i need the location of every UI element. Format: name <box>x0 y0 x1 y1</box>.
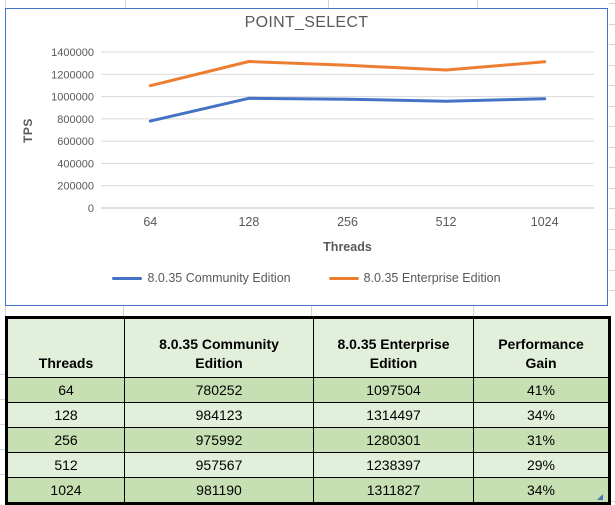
y-tick-label: 1400000 <box>51 47 94 59</box>
excel-gridline <box>609 3 615 4</box>
table-cell[interactable]: 1097504 <box>313 377 474 403</box>
table-header-row: Threads 8.0.35 Community Edition 8.0.35 En… <box>6 317 610 378</box>
excel-gridline <box>5 306 6 316</box>
excel-gridline <box>123 306 124 316</box>
y-tick-label: 600000 <box>57 136 94 148</box>
table-cell[interactable]: 34% <box>473 402 610 428</box>
x-tick-label: 512 <box>436 215 457 229</box>
table-cell[interactable]: 957567 <box>124 452 314 478</box>
header-cell-0[interactable]: Threads <box>6 317 125 378</box>
y-tick-label: 1000000 <box>51 92 94 104</box>
excel-gridline <box>0 449 5 450</box>
table-cell[interactable]: 1280301 <box>313 427 474 453</box>
y-tick-label: 800000 <box>57 114 94 126</box>
series-line-0 <box>148 96 547 123</box>
table-row: 64 780252 1097504 41% <box>6 377 610 403</box>
table-row: 128 984123 1314497 34% <box>6 402 610 428</box>
y-tick-label: 400000 <box>57 158 94 170</box>
header-cell-3[interactable]: Performance Gain <box>473 317 610 378</box>
x-tick-label: 64 <box>143 215 157 229</box>
excel-gridline <box>311 306 312 316</box>
y-tick-label: 200000 <box>57 181 94 193</box>
legend-item-1: 8.0.35 Enterprise Edition <box>328 271 501 285</box>
table-cell[interactable]: 975992 <box>124 427 314 453</box>
legend-line-swatch <box>112 276 143 280</box>
table-cell[interactable]: 31% <box>473 427 610 453</box>
y-tick-label: 0 <box>88 203 94 215</box>
legend-item-0: 8.0.35 Community Edition <box>112 271 291 285</box>
x-tick-label: 128 <box>238 215 259 229</box>
excel-gridline <box>473 306 474 316</box>
excel-gridline <box>609 270 615 271</box>
table-cell[interactable]: 1314497 <box>313 402 474 428</box>
excel-gridline <box>607 501 615 502</box>
table-cell[interactable]: 256 <box>6 427 125 453</box>
y-tick-label: 1200000 <box>51 69 94 81</box>
excel-gridline <box>0 424 5 425</box>
chart-plot: 0 200000 400000 600000 800000 1000000 1200000 1… <box>51 47 594 229</box>
results-table: Threads 8.0.35 Community Edition 8.0.35 En… <box>5 316 611 505</box>
series-line-1 <box>148 60 547 88</box>
excel-gridline <box>0 474 5 475</box>
excel-gridline <box>609 24 615 25</box>
table-body: 64 780252 1097504 41% 128 984123 1314497 34% 256… <box>6 377 610 504</box>
excel-gridline <box>609 147 615 148</box>
x-axis-title: Threads <box>323 240 372 254</box>
table-row: 512 957567 1238397 29% <box>6 452 610 478</box>
chart[interactable]: POINT_SELECT 0 200000 400000 600000 800000 10… <box>5 8 608 306</box>
table-cell[interactable]: 512 <box>6 452 125 478</box>
table-cell[interactable]: 41% <box>473 377 610 403</box>
excel-gridline <box>609 188 615 189</box>
excel-gridline <box>0 399 5 400</box>
excel-gridline <box>0 374 5 375</box>
y-axis-title: TPS <box>21 118 35 144</box>
table-cell[interactable]: 984123 <box>124 402 314 428</box>
legend-label: 8.0.35 Enterprise Edition <box>363 271 501 285</box>
excel-gridline <box>5 0 6 8</box>
excel-gridline <box>328 0 329 8</box>
table-row: 1024 981190 1311827 34% <box>6 477 610 504</box>
table-row: 256 975992 1280301 31% <box>6 427 610 453</box>
chart-title: POINT_SELECT <box>244 14 369 31</box>
excel-gridline <box>609 44 615 45</box>
excel-gridline <box>125 0 126 8</box>
table-header: Threads 8.0.35 Community Edition 8.0.35 En… <box>6 317 610 378</box>
excel-gridline <box>609 229 615 230</box>
excel-gridline <box>609 290 615 291</box>
excel-gridline <box>609 167 615 168</box>
chart-legend: 8.0.35 Community Edition 8.0.35 Enterpris… <box>6 271 607 285</box>
legend-label: 8.0.35 Community Edition <box>147 271 291 285</box>
excel-gridline <box>477 0 478 8</box>
table-cell[interactable]: 1311827 <box>313 477 474 504</box>
table-cell[interactable]: 128 <box>6 402 125 428</box>
table-cell[interactable]: 34% <box>473 477 610 504</box>
legend-line-swatch <box>328 276 359 280</box>
excel-gridline <box>609 249 615 250</box>
table-cell[interactable]: 64 <box>6 377 125 403</box>
excel-gridline <box>609 106 615 107</box>
table-cell[interactable]: 29% <box>473 452 610 478</box>
header-cell-1[interactable]: 8.0.35 Community Edition <box>124 317 314 378</box>
table-cell[interactable]: 1238397 <box>313 452 474 478</box>
table-cell[interactable]: 780252 <box>124 377 314 403</box>
excel-gridline <box>609 208 615 209</box>
x-tick-label: 256 <box>337 215 358 229</box>
x-tick-label: 1024 <box>531 215 559 229</box>
excel-gridline <box>609 126 615 127</box>
table-cell[interactable]: 1024 <box>6 477 125 504</box>
excel-gridline <box>609 65 615 66</box>
fill-handle[interactable] <box>597 494 603 500</box>
table-cell[interactable]: 981190 <box>124 477 314 504</box>
excel-gridline <box>609 85 615 86</box>
header-cell-2[interactable]: 8.0.35 Enterprise Edition <box>313 317 474 378</box>
